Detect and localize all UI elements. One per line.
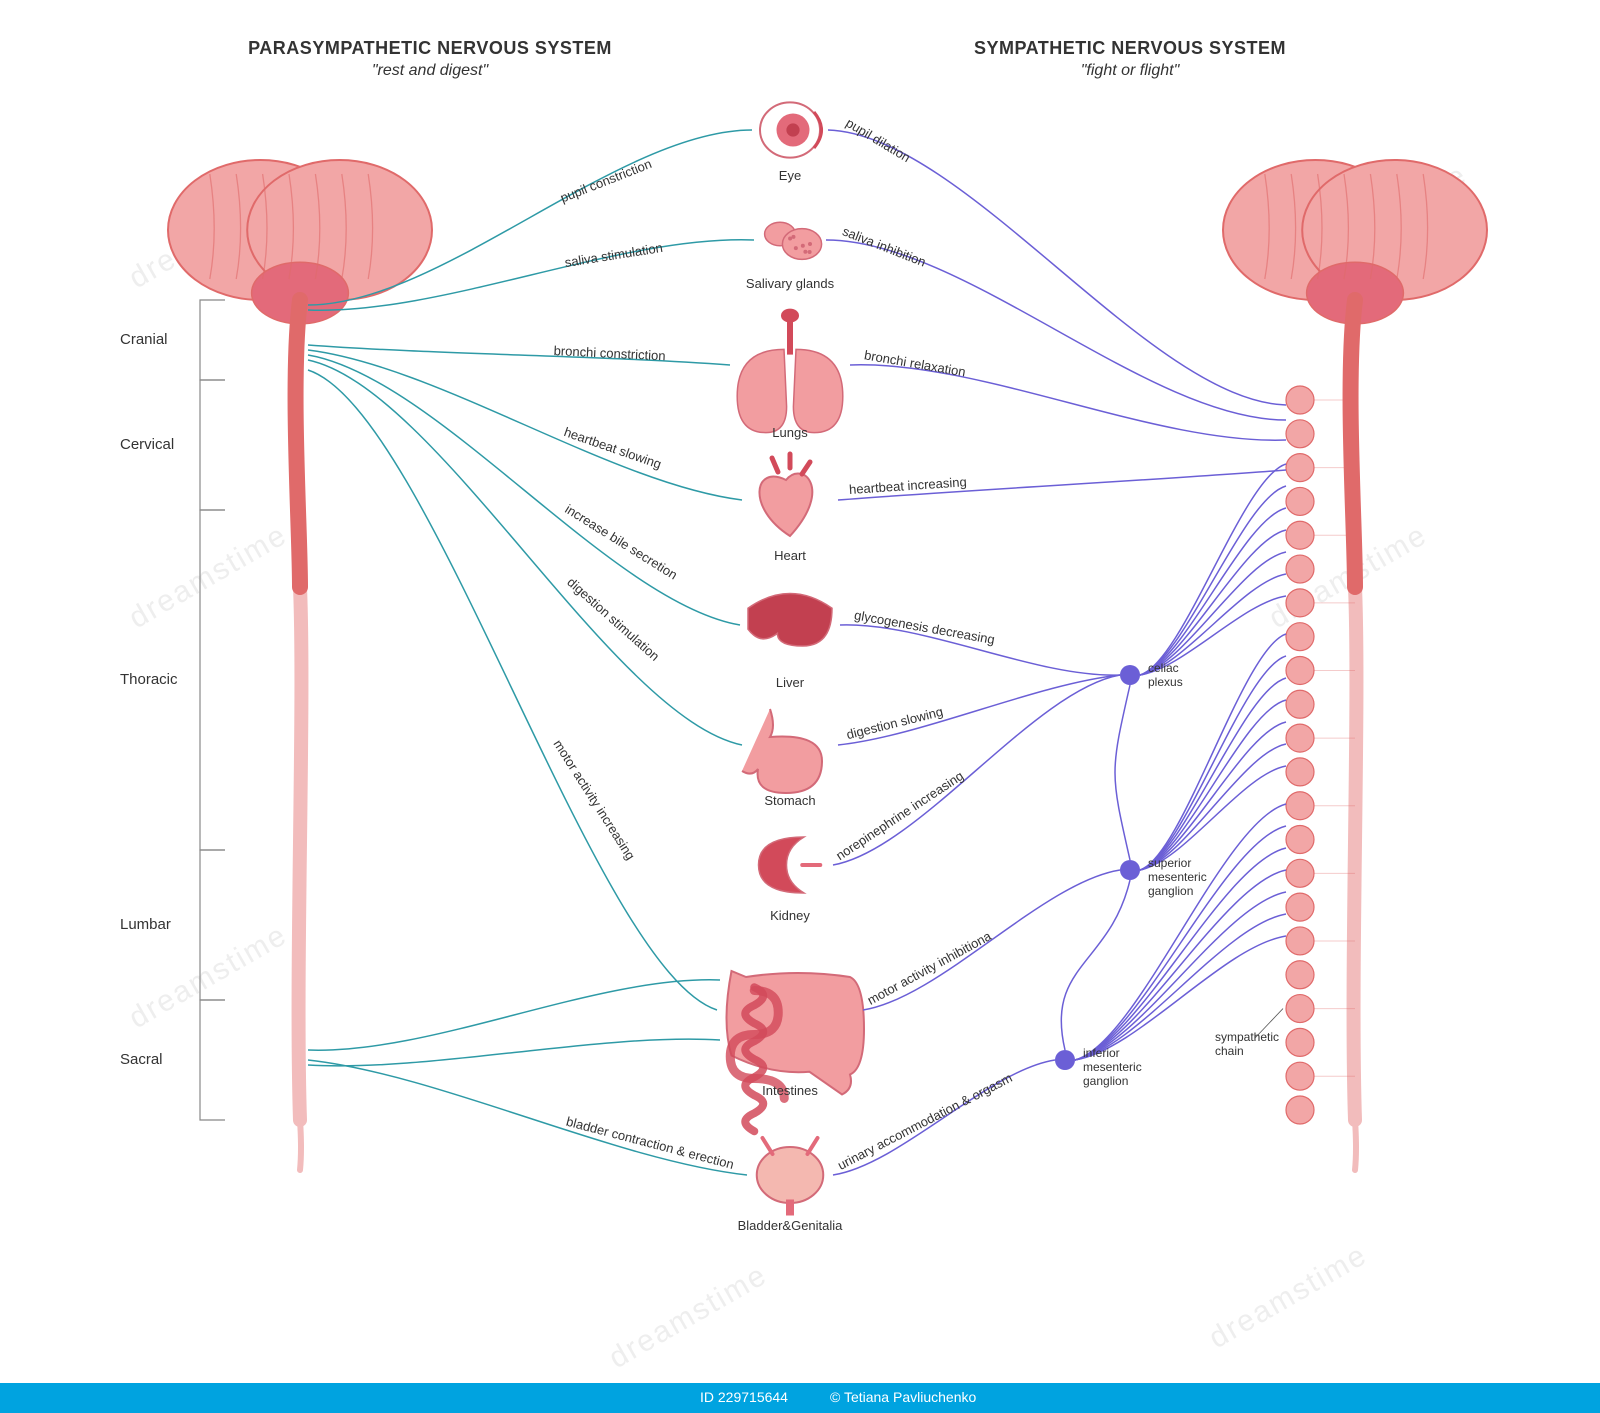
symp-label-eye: pupil dilation [843, 115, 913, 165]
svg-layer [0, 0, 1600, 1413]
spine-region-label: Cranial [120, 331, 168, 348]
para-label-lungs: bronchi constriction [553, 343, 666, 363]
symp-label-bladder: urinary accommodation & orgasm [835, 1070, 1014, 1173]
organ-salivary [765, 222, 822, 259]
organ-label-heart: Heart [774, 548, 806, 563]
organ-kidney [759, 837, 821, 893]
watermark-text: dreamstime [1203, 1238, 1373, 1356]
organ-label-salivary: Salivary glands [746, 276, 834, 291]
para-label-intestine: motor activity increasing [551, 737, 639, 863]
organ-label-stomach: Stomach [764, 793, 815, 808]
watermark-text: dreamstime [1303, 158, 1473, 276]
organ-label-intestine: Intestines [762, 1083, 818, 1098]
para-label-salivary: saliva stimulation [563, 240, 663, 270]
watermark-text: dreamstime [123, 178, 293, 296]
organ-liver [748, 594, 832, 647]
ganglion-label-supmes: superiormesentericganglion [1148, 856, 1207, 898]
para-label-heart: heartbeat slowing [562, 424, 663, 471]
organ-bladder [757, 1138, 824, 1216]
para-label-eye: pupil constriction [558, 155, 654, 204]
diagram-stage: dreamstime dreamstime dreamstime dreamstime… [0, 0, 1600, 1413]
organ-label-bladder: Bladder&Genitalia [738, 1218, 843, 1233]
spine-region-label: Lumbar [120, 916, 171, 933]
symp-label-liver: glycogenesis decreasing [853, 607, 996, 647]
subtitle-sympathetic: "fight or flight" [880, 62, 1380, 80]
symp-label-salivary: saliva inhibition [840, 223, 928, 269]
symp-label-stomach: digestion slowing [845, 704, 945, 742]
organ-heart [759, 454, 812, 536]
spine-region-label: Sacral [120, 1051, 163, 1068]
symp-label-intestine: motor activity inhibitiona [865, 928, 994, 1008]
subtitle-parasympathetic: "rest and digest" [180, 62, 680, 80]
organ-label-lungs: Lungs [772, 425, 807, 440]
title-sympathetic: SYMPATHETIC NERVOUS SYSTEM [880, 38, 1380, 59]
organ-lungs [737, 309, 843, 433]
symp-label-heart: heartbeat increasing [849, 474, 968, 497]
watermark-text: dreamstime [123, 518, 293, 636]
sympathetic-chain-label: sympatheticchain [1215, 1030, 1279, 1058]
organ-stomach [742, 709, 822, 793]
watermark-text: dreamstime [1263, 518, 1433, 636]
title-parasympathetic: PARASYMPATHETIC NERVOUS SYSTEM [180, 38, 680, 59]
organ-intestine [727, 971, 865, 1131]
organ-label-eye: Eye [779, 168, 801, 183]
organ-eye [760, 102, 822, 157]
para-label-stomach: digestion stimulation [564, 575, 662, 664]
symp-label-lungs: bronchi relaxation [863, 347, 967, 379]
footer-image-id: ID 229715644 [700, 1389, 788, 1405]
organ-label-kidney: Kidney [770, 908, 810, 923]
ganglion-label-infmes: inferiormesentericganglion [1083, 1046, 1142, 1088]
para-label-bladder: bladder contraction & erection [564, 1113, 735, 1171]
spine-region-label: Cervical [120, 436, 174, 453]
spine-region-label: Thoracic [120, 671, 178, 688]
footer-bar: ID 229715644 © Tetiana Pavliuchenko [0, 1383, 1600, 1413]
watermark-text: dreamstime [603, 1258, 773, 1376]
organ-label-liver: Liver [776, 675, 804, 690]
footer-credit: © Tetiana Pavliuchenko [830, 1389, 976, 1405]
watermark-text: dreamstime [123, 918, 293, 1036]
symp-label-kidney: norepinephrine increasing [833, 768, 966, 863]
ganglion-label-celiac: celiacplexus [1148, 661, 1183, 689]
para-label-liver: increase bile secretion [562, 501, 680, 582]
